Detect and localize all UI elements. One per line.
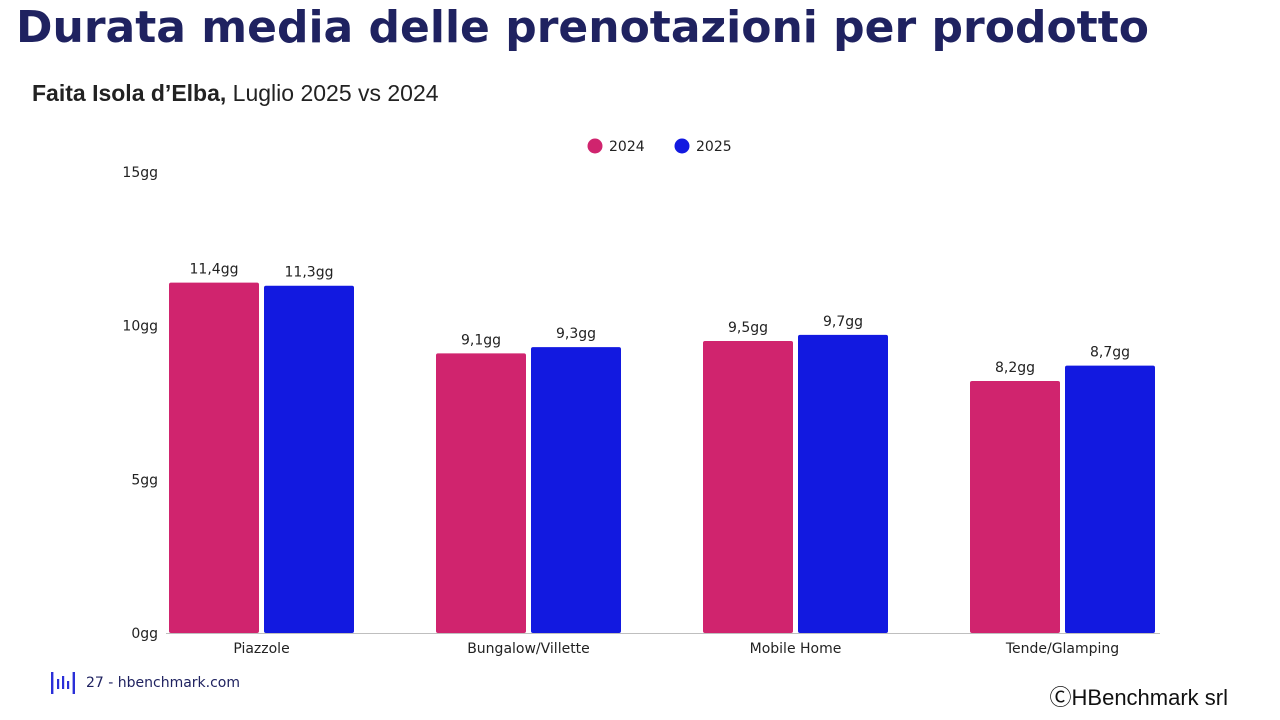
legend-marker-2024 bbox=[587, 138, 603, 154]
bar-value-label: 8,7gg bbox=[1090, 345, 1130, 361]
bar-value-label: 9,3gg bbox=[556, 326, 596, 342]
x-category-label: Mobile Home bbox=[750, 641, 842, 657]
page-subtitle: Faita Isola d’Elba, Luglio 2025 vs 2024 bbox=[32, 80, 439, 107]
bar-2025 bbox=[798, 334, 888, 633]
legend-marker-2025 bbox=[674, 138, 690, 154]
bar-value-label: 8,2gg bbox=[995, 360, 1035, 376]
bar-2024 bbox=[703, 341, 793, 633]
bar-value-label: 11,3gg bbox=[285, 265, 334, 281]
bar-chart: 0gg 5gg 10gg 15gg 11,4gg 11,3gg Piazzole 9,1gg 9… bbox=[122, 138, 1160, 657]
bar-2024 bbox=[169, 282, 259, 633]
y-tick-label: 5gg bbox=[131, 472, 158, 488]
x-category-label: Tende/Glamping bbox=[1005, 641, 1119, 657]
x-category-label: Piazzole bbox=[233, 641, 289, 657]
bar-2025 bbox=[1065, 365, 1155, 633]
subtitle-period: Luglio 2025 vs 2024 bbox=[226, 80, 439, 106]
bar-value-label: 11,4gg bbox=[190, 262, 239, 278]
bar-value-label: 9,5gg bbox=[728, 320, 768, 336]
bar-value-label: 9,1gg bbox=[461, 332, 501, 348]
footer-page-info: 27 - hbenchmark.com bbox=[50, 670, 240, 696]
bar-2025 bbox=[531, 347, 621, 633]
legend-label: 2024 bbox=[609, 139, 645, 155]
y-tick-label: 15gg bbox=[122, 165, 158, 181]
y-tick-label: 0gg bbox=[131, 626, 158, 642]
subtitle-location: Faita Isola d’Elba, bbox=[32, 80, 227, 106]
legend-label: 2025 bbox=[696, 139, 732, 155]
y-tick-label: 10gg bbox=[122, 319, 158, 335]
bar-2024 bbox=[970, 380, 1060, 633]
bar-value-label: 9,7gg bbox=[823, 314, 863, 330]
x-category-label: Bungalow/Villette bbox=[467, 641, 590, 657]
bar-2024 bbox=[436, 353, 526, 633]
hbenchmark-logo-icon bbox=[51, 672, 75, 694]
footer-page-label: 27 - hbenchmark.com bbox=[86, 675, 241, 691]
page-title: Durata media delle prenotazioni per prod… bbox=[16, 2, 1149, 53]
copyright-label: ⒸHBenchmark srl bbox=[1049, 685, 1228, 710]
bar-2025 bbox=[264, 285, 354, 633]
